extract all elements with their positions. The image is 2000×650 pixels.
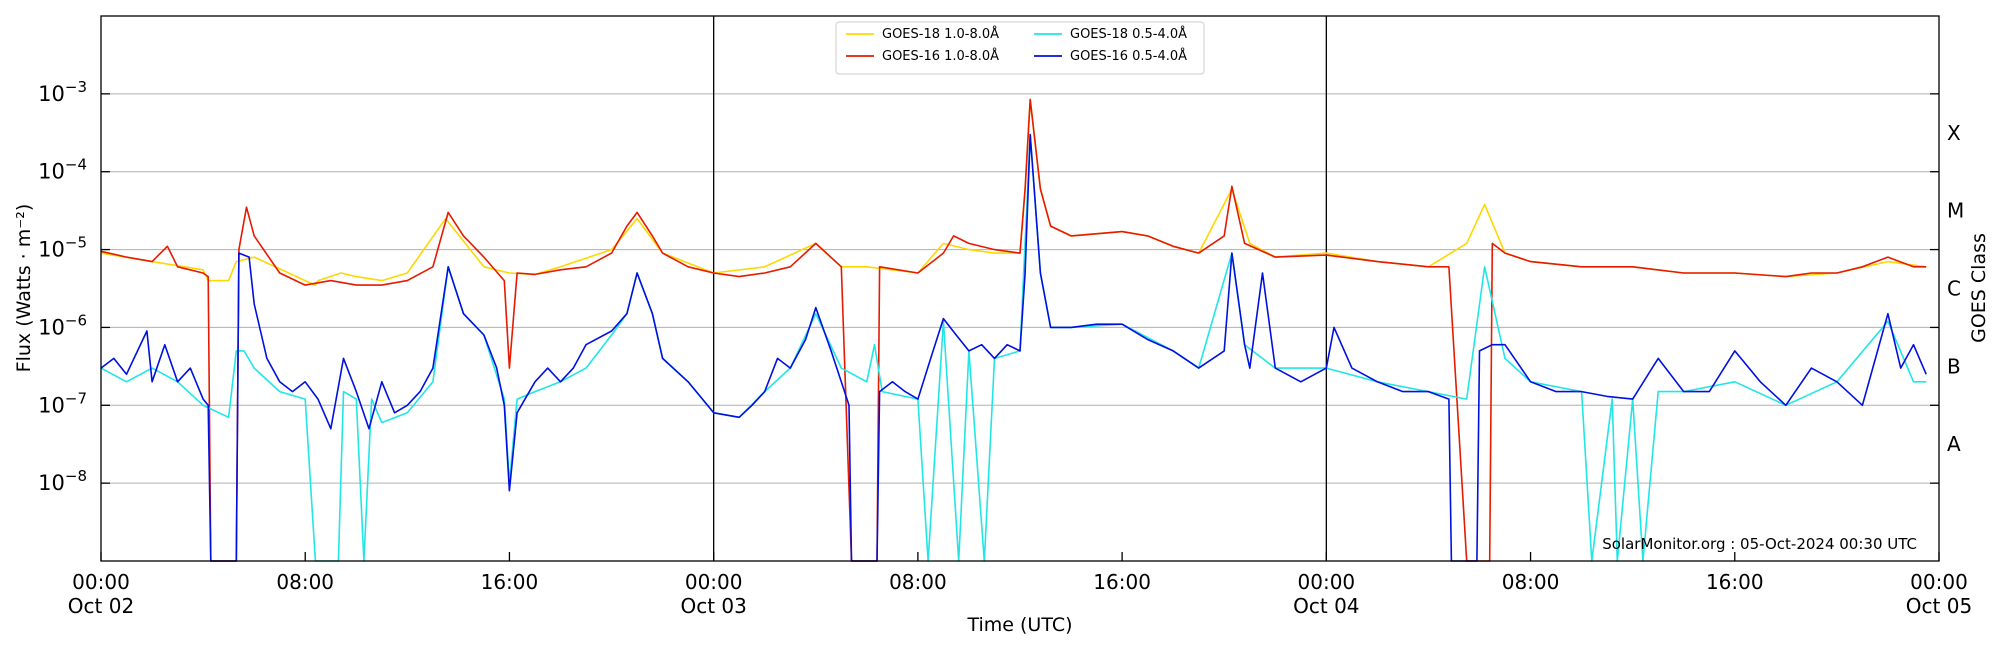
x-tick-date-label: Oct 03: [680, 594, 746, 618]
goes-class-axis-label: GOES Class: [1968, 233, 1990, 343]
x-tick-label: 00:00: [1298, 570, 1356, 594]
legend-label: GOES-16 1.0-8.0Å: [882, 48, 999, 64]
x-axis-label: Time (UTC): [966, 614, 1072, 636]
y-tick-label: 10−3: [38, 78, 87, 106]
plot-frame: [100, 15, 1940, 562]
legend-label: GOES-16 0.5-4.0Å: [1070, 48, 1187, 64]
series-line: [100, 98, 1927, 286]
day-boundary-layer: [713, 16, 1327, 561]
y-tick-label: 10−7: [38, 389, 87, 417]
x-tick-label: 08:00: [276, 570, 334, 594]
x-tick-label: 08:00: [1502, 570, 1560, 594]
y-tick-label: 10−4: [38, 156, 87, 184]
goes-class-label-group: GOES Class: [1968, 233, 1990, 343]
x-tick-label: 00:00: [1910, 570, 1968, 594]
legend-label: GOES-18 1.0-8.0Å: [882, 26, 999, 42]
x-tick-date-label: Oct 02: [68, 594, 134, 618]
goes-class-label: M: [1947, 199, 1964, 223]
goes-class-label: A: [1947, 432, 1961, 456]
x-tick-label: 16:00: [1706, 570, 1764, 594]
x-tick-label: 00:00: [72, 570, 130, 594]
legend: GOES-18 1.0-8.0Å GOES-16 1.0-8.0Å GOES-18 …: [835, 21, 1205, 75]
y-tick-label: 10−8: [38, 467, 87, 495]
x-tick-label: 16:00: [481, 570, 539, 594]
y-tick-label: 10−5: [38, 234, 87, 262]
source-annotation: SolarMonitor.org : 05-Oct-2024 00:30 UTC: [1602, 535, 1917, 553]
series-line: [100, 133, 1927, 562]
goes-class-label: X: [1947, 121, 1961, 145]
x-tick-label: 00:00: [685, 570, 743, 594]
x-tick-date-label: Oct 05: [1906, 594, 1972, 618]
y-axis-label: Flux (Watts · m⁻²): [13, 204, 35, 373]
y-axis-label-group: Flux (Watts · m⁻²): [13, 204, 35, 373]
legend-box: [835, 21, 1205, 75]
x-tick-date-label: Oct 04: [1293, 594, 1359, 618]
goes-class-label: C: [1947, 277, 1961, 301]
x-tick-label: 16:00: [1093, 570, 1151, 594]
x-tick-label: 08:00: [889, 570, 947, 594]
goes-class-label: B: [1947, 354, 1961, 378]
legend-label: GOES-18 0.5-4.0Å: [1070, 26, 1187, 42]
y-tick-label: 10−6: [38, 311, 87, 339]
